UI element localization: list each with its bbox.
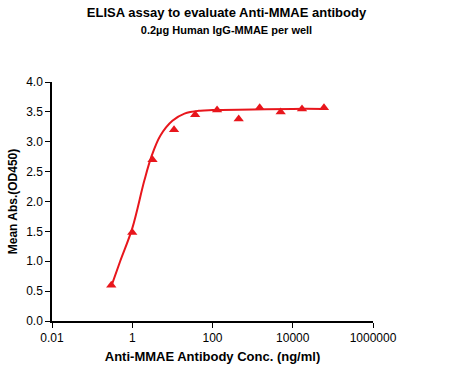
svg-text:100: 100 xyxy=(202,331,222,345)
svg-text:0.01: 0.01 xyxy=(40,331,64,345)
svg-text:10000: 10000 xyxy=(276,331,310,345)
svg-text:2.5: 2.5 xyxy=(26,165,43,179)
svg-text:4.0: 4.0 xyxy=(26,75,43,89)
svg-text:0.5: 0.5 xyxy=(26,284,43,298)
svg-text:1: 1 xyxy=(129,331,136,345)
svg-text:2.0: 2.0 xyxy=(26,195,43,209)
svg-text:ELISA assay to evaluate Anti-M: ELISA assay to evaluate Anti-MMAE antibo… xyxy=(87,5,367,36)
svg-text:Mean Abs.(OD450): Mean Abs.(OD450) xyxy=(6,149,20,255)
svg-text:Anti-MMAE Antibody Conc. (ng/m: Anti-MMAE Antibody Conc. (ng/ml) xyxy=(105,349,320,364)
svg-text:3.5: 3.5 xyxy=(26,105,43,119)
svg-text:0.0: 0.0 xyxy=(26,314,43,328)
svg-text:1.0: 1.0 xyxy=(26,254,43,268)
svg-text:1.5: 1.5 xyxy=(26,225,43,239)
svg-text:3.0: 3.0 xyxy=(26,135,43,149)
svg-text:1000000: 1000000 xyxy=(350,331,397,345)
